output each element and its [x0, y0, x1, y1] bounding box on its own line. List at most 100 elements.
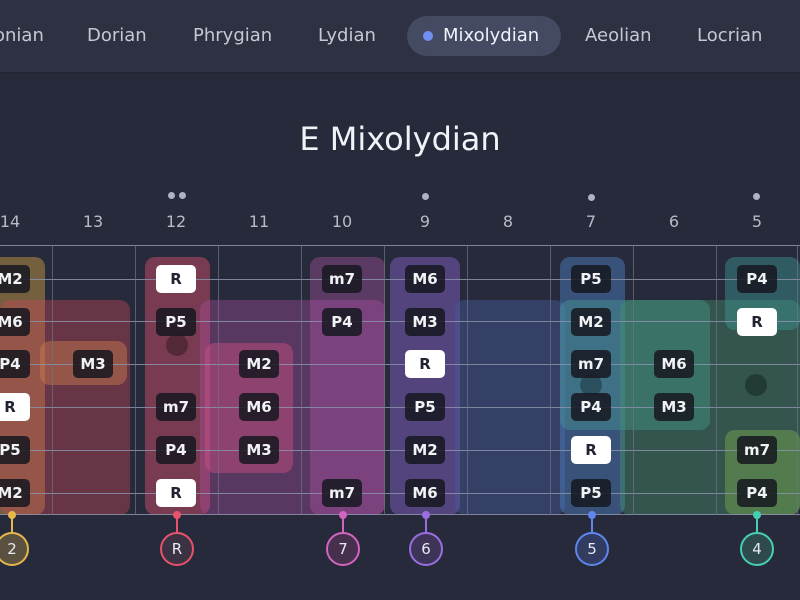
- note-chip[interactable]: M2: [405, 436, 445, 464]
- note-chip[interactable]: M6: [239, 393, 279, 421]
- fret-number: 5: [751, 212, 763, 231]
- note-chip[interactable]: M3: [73, 350, 113, 378]
- note-chip[interactable]: P5: [156, 308, 196, 336]
- position-2-button[interactable]: 2: [0, 532, 29, 566]
- note-chip[interactable]: M2: [239, 350, 279, 378]
- position-7-button[interactable]: 7: [326, 532, 360, 566]
- active-indicator-icon: [423, 31, 433, 41]
- fret-inlay: [745, 374, 767, 396]
- string-line: [0, 279, 800, 280]
- note-chip[interactable]: P4: [156, 436, 196, 464]
- string-line: [0, 364, 800, 365]
- position-pin: [422, 511, 430, 519]
- fretboard: [0, 245, 800, 515]
- position-pin: [753, 511, 761, 519]
- note-chip[interactable]: P5: [0, 436, 30, 464]
- fret-inlay: [580, 374, 602, 396]
- position-pin: [588, 511, 596, 519]
- fret-wire: [218, 245, 219, 515]
- note-chip[interactable]: P5: [405, 393, 445, 421]
- note-chip[interactable]: M6: [405, 479, 445, 507]
- fret-wire: [550, 245, 551, 515]
- note-chip[interactable]: M6: [654, 350, 694, 378]
- note-chip[interactable]: P5: [571, 479, 611, 507]
- note-chip[interactable]: M3: [239, 436, 279, 464]
- note-chip[interactable]: M2: [0, 265, 30, 293]
- fret-marker-dot: [588, 194, 595, 201]
- note-chip[interactable]: P5: [571, 265, 611, 293]
- fret-wire: [52, 245, 53, 515]
- tab-mixolydian-label: Mixolydian: [443, 25, 540, 46]
- position-5-region: [560, 257, 625, 515]
- note-chip[interactable]: M3: [405, 308, 445, 336]
- position-pin: [8, 511, 16, 519]
- position-R-button[interactable]: R: [160, 532, 194, 566]
- root-note-chip[interactable]: R: [0, 393, 30, 421]
- root-note-chip[interactable]: R: [156, 265, 196, 293]
- fret-wire: [797, 245, 798, 515]
- position-6-region: [390, 257, 460, 515]
- double-fret-marker-dot: [179, 192, 186, 199]
- fret-number: 11: [248, 212, 270, 231]
- note-chip[interactable]: M6: [405, 265, 445, 293]
- note-chip[interactable]: P4: [0, 350, 30, 378]
- note-chip[interactable]: m7: [571, 350, 611, 378]
- note-chip[interactable]: M2: [571, 308, 611, 336]
- note-chip[interactable]: m7: [322, 265, 362, 293]
- note-chip[interactable]: P4: [571, 393, 611, 421]
- position-stem: [176, 515, 178, 533]
- fret-wire: [467, 245, 468, 515]
- fret-number: 7: [585, 212, 597, 231]
- fret-number: 12: [165, 212, 187, 231]
- position-5-button[interactable]: 5: [575, 532, 609, 566]
- tab-phrygian[interactable]: Phrygian: [193, 25, 273, 46]
- note-chip[interactable]: M6: [0, 308, 30, 336]
- root-note-chip[interactable]: R: [405, 350, 445, 378]
- note-chip[interactable]: m7: [156, 393, 196, 421]
- note-chip[interactable]: m7: [322, 479, 362, 507]
- position-7-region: [310, 257, 385, 515]
- position-pin: [339, 511, 347, 519]
- position-R-region: [145, 257, 210, 515]
- tab-locrian[interactable]: Locrian: [697, 25, 763, 46]
- note-chip[interactable]: P4: [322, 308, 362, 336]
- fret-number: 6: [668, 212, 680, 231]
- fret-wire: [384, 245, 385, 515]
- position-4-button[interactable]: 4: [740, 532, 774, 566]
- tab-aeolian[interactable]: Aeolian: [585, 25, 652, 46]
- note-chip[interactable]: M2: [0, 479, 30, 507]
- note-chip[interactable]: M3: [654, 393, 694, 421]
- tab-lydian[interactable]: Lydian: [318, 25, 376, 46]
- position-pin: [173, 511, 181, 519]
- fret-number: 8: [502, 212, 514, 231]
- note-chip[interactable]: P4: [737, 265, 777, 293]
- position-stem: [11, 515, 13, 533]
- fret-marker-dot: [422, 193, 429, 200]
- tab-mixolydian[interactable]: Mixolydian: [407, 16, 562, 56]
- tab-dorian[interactable]: Dorian: [87, 25, 147, 46]
- root-note-chip[interactable]: R: [571, 436, 611, 464]
- fret-number: 13: [82, 212, 104, 231]
- fretboard-edge: [0, 514, 800, 515]
- note-chip[interactable]: m7: [737, 436, 777, 464]
- position-stem: [756, 515, 758, 533]
- string-line: [0, 407, 800, 408]
- string-line: [0, 321, 800, 322]
- fret-wire: [633, 245, 634, 515]
- fret-number: 10: [331, 212, 353, 231]
- scale-title: E Mixolydian: [299, 120, 501, 158]
- root-note-chip[interactable]: R: [737, 308, 777, 336]
- string-line: [0, 493, 800, 494]
- tab-ionian[interactable]: onian: [0, 25, 44, 46]
- root-note-chip[interactable]: R: [156, 479, 196, 507]
- position-stem: [342, 515, 344, 533]
- note-chip[interactable]: P4: [737, 479, 777, 507]
- mode-tab-bar: onian Dorian Phrygian Lydian Mixolydian …: [0, 0, 800, 73]
- fret-number: 9: [419, 212, 431, 231]
- position-6-button[interactable]: 6: [409, 532, 443, 566]
- fret-inlay: [166, 334, 188, 356]
- position-2-region: [0, 257, 45, 515]
- fret-marker-dot: [753, 193, 760, 200]
- position-stem: [425, 515, 427, 533]
- double-fret-marker-dot: [168, 192, 175, 199]
